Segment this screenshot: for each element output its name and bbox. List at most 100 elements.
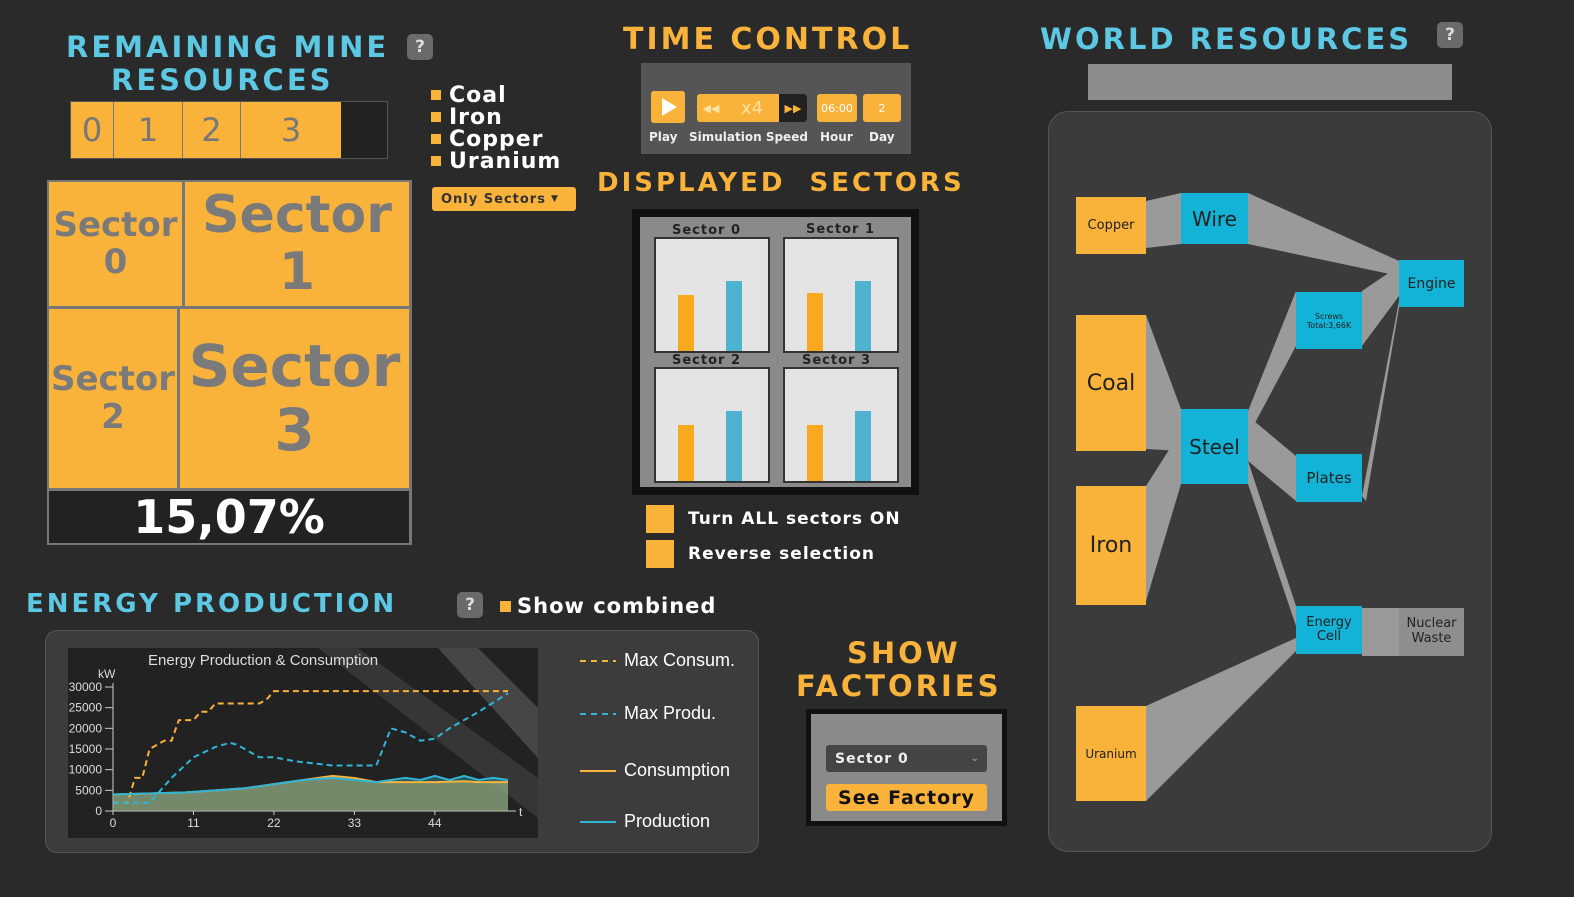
legend-coal[interactable]: Coal [431,83,561,108]
link-steel-plates [1248,416,1296,501]
link-steel-energy [1248,461,1296,626]
mine-scale-bar: 0 1 2 3 [70,101,388,159]
sector-0-orange-bar [678,295,694,351]
energy-help-button[interactable]: ? [457,592,483,618]
legend-iron-swatch [431,112,441,122]
chart-title: Energy Production & Consumption [148,652,378,669]
node-energy-cell[interactable]: Energy Cell [1296,606,1362,654]
mine-sector-3[interactable]: Sector 3 [180,309,409,488]
time-control-title: TIME CONTROL [623,22,913,57]
mine-scale-0: 0 [71,102,114,158]
chevron-down-icon: ▼ [550,194,559,204]
legend-copper[interactable]: Copper [431,127,561,152]
node-engine[interactable]: Engine [1399,260,1464,307]
legend-max-consum-line [580,659,616,662]
node-iron[interactable]: Iron [1076,486,1146,605]
chart-y-tick-label: 30000 [69,680,103,694]
link-plates-engine [1362,301,1399,501]
legend-production-label: Production [624,811,711,831]
node-uranium[interactable]: Uranium [1076,706,1146,801]
sector-2-blue-bar [726,411,742,481]
legend-max-produ-line [580,712,616,715]
mine-filter-dropdown[interactable]: Only Sectors ▼ [432,187,576,211]
legend-consumption[interactable]: Consumption [580,760,730,781]
mine-scale-2: 2 [183,102,241,158]
sector-3-blue-bar [855,411,871,481]
displayed-sector-3-label: Sector 3 [802,353,872,368]
show-combined-checkbox[interactable] [500,600,511,612]
factory-sector-select-value: Sector 0 [835,750,909,767]
chart-x-tick-label: 44 [428,816,442,830]
show-combined-toggle[interactable]: Show combined [500,594,716,618]
reverse-selection-checkbox[interactable] [646,540,674,568]
world-progress-bar [1088,64,1452,100]
play-label: Play [649,130,678,144]
displayed-sector-3-card[interactable] [783,367,899,483]
legend-uranium[interactable]: Uranium [431,149,561,174]
chart-series-area [113,775,508,811]
rewind-icon[interactable]: ◀◀ [702,101,720,115]
day-display: 2 [863,94,901,122]
node-plates[interactable]: Plates [1296,454,1362,502]
reverse-selection-label[interactable]: Reverse selection [688,544,875,564]
play-button[interactable] [651,91,685,123]
play-icon [662,98,677,116]
legend-iron[interactable]: Iron [431,105,561,130]
node-energy-cell-line1: Energy [1306,614,1352,630]
turn-all-on-label[interactable]: Turn ALL sectors ON [688,509,901,529]
speed-label: Simulation Speed [689,130,808,144]
see-factory-button[interactable]: See Factory [826,784,987,811]
factory-sector-select[interactable]: Sector 0 ⌄ [826,745,987,772]
displayed-sector-1-card[interactable] [783,237,899,353]
chart-x-tick-label: 33 [348,816,362,830]
sector-0-blue-bar [726,281,742,351]
node-screws-total: Total:3,66K [1306,320,1352,330]
energy-chart: Energy Production & Consumption kW t 300… [68,648,538,838]
displayed-sector-2-card[interactable] [654,367,770,483]
displayed-sector-0-card[interactable] [654,237,770,353]
legend-production[interactable]: Production [580,811,710,832]
displayed-sector-0-label: Sector 0 [672,223,742,238]
legend-max-consum[interactable]: Max Consum. [580,650,735,671]
node-nuclear-waste-line1: Nuclear [1406,616,1457,632]
node-steel[interactable]: Steel [1181,409,1248,484]
displayed-sector-2-label: Sector 2 [672,353,742,368]
node-coal[interactable]: Coal [1076,315,1146,451]
chart-y-tick-label: 15000 [69,742,103,756]
mine-sector-2[interactable]: Sector 2 [49,309,177,488]
chart-series-line [113,692,509,804]
fast-forward-icon[interactable]: ▶▶ [779,94,807,122]
world-help-button[interactable]: ? [1437,22,1463,48]
factories-title-line2: FACTORIES [796,669,1002,703]
node-nuclear-waste[interactable]: Nuclear Waste [1399,608,1464,656]
legend-copper-swatch [431,134,441,144]
chart-series [112,690,509,811]
chart-series-line [112,774,509,796]
link-wire-engine [1248,193,1399,276]
turn-all-on-checkbox[interactable] [646,505,674,533]
node-wire[interactable]: Wire [1181,193,1248,244]
mine-help-button[interactable]: ? [407,34,433,60]
link-energy-waste [1362,608,1399,656]
mine-sector-0[interactable]: Sector 0 [49,182,182,306]
displayed-sector-1-label: Sector 1 [806,222,876,237]
chart-x-tick-label: 11 [187,816,200,830]
show-combined-label: Show combined [517,594,717,618]
node-screws[interactable]: Screws Total:3,66K [1296,292,1362,349]
chart-y-tick-label: 0 [95,804,102,818]
legend-consumption-label: Consumption [624,760,731,780]
chart-series-line [113,690,508,804]
legend-max-produ[interactable]: Max Produ. [580,703,716,724]
hour-label: Hour [820,130,853,144]
link-steel-screws [1248,291,1296,436]
link-coal-steel [1146,315,1181,451]
sector-2-orange-bar [678,425,694,481]
chart-x-unit: t [519,805,523,819]
chart-series-area [113,775,508,811]
mine-sector-map: Sector 0 Sector 1 Sector 2 Sector 3 15,07% [47,180,412,545]
displayed-sectors-panel: Sector 0 Sector 1 Sector 2 Sector 3 [632,209,919,495]
world-title: WORLD RESOURCES [1040,22,1413,56]
mine-sector-1[interactable]: Sector 1 [185,182,409,306]
node-copper[interactable]: Copper [1076,197,1146,254]
speed-control: ◀◀ x4 ▶▶ [697,94,807,122]
